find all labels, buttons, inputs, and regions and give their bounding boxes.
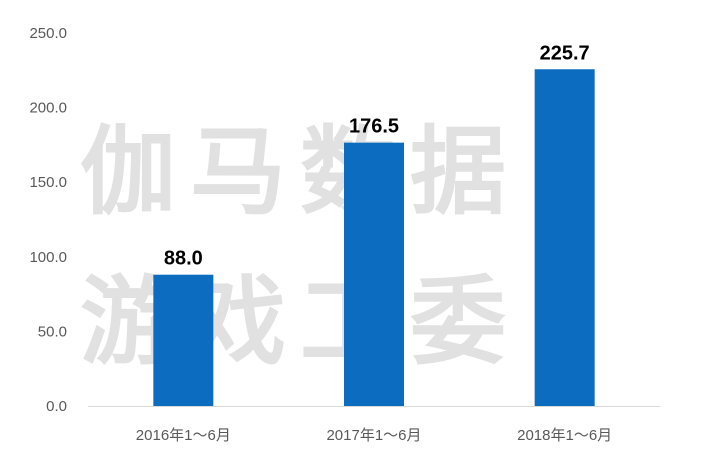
bar (344, 142, 404, 407)
x-tick-label: 2017年1～6月 (326, 427, 421, 444)
y-tick-label: 150.0 (29, 174, 67, 191)
watermark-line-1: 伽马数据 (80, 116, 520, 228)
y-axis: 0.0 50.0 100.0 150.0 200.0 250.0 (29, 25, 67, 415)
y-tick-label: 100.0 (29, 249, 67, 266)
x-tick-label: 2016年1～6月 (136, 427, 231, 444)
data-label: 176.5 (349, 116, 399, 138)
data-label: 225.7 (540, 42, 590, 64)
x-tick-label: 2018年1～6月 (517, 427, 612, 444)
watermark-line-2: 游戏工委 (80, 266, 520, 378)
y-tick-label: 0.0 (46, 398, 67, 415)
y-tick-label: 250.0 (29, 25, 67, 42)
bar (534, 69, 595, 406)
watermark: 伽马数据 游戏工委 (80, 116, 520, 378)
data-labels: 88.0 176.5 225.7 (164, 42, 590, 269)
y-tick-label: 200.0 (29, 100, 67, 117)
y-tick-label: 50.0 (38, 323, 67, 340)
data-label: 88.0 (164, 248, 203, 270)
x-axis: 2016年1～6月 2017年1～6月 2018年1～6月 (136, 427, 612, 444)
bar (153, 274, 214, 406)
bars (153, 69, 595, 407)
